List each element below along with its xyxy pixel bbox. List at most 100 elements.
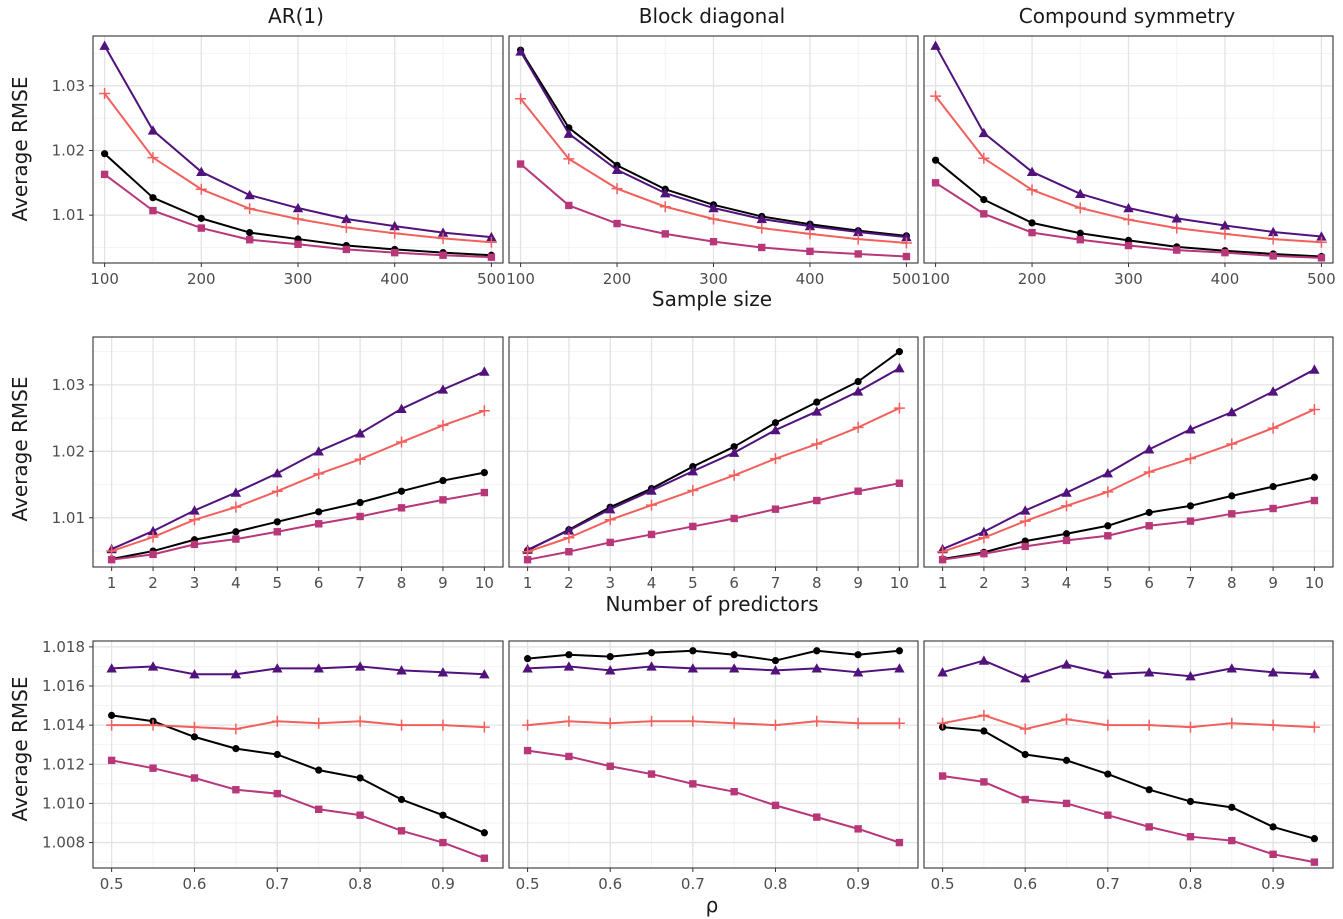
triangle-marker [930,40,941,50]
cross-marker [604,717,616,729]
cross-marker [313,468,325,480]
square-marker [1028,228,1036,237]
series-triangle [106,661,490,679]
square-marker [1021,795,1029,804]
cross-marker [852,421,864,433]
triangle-marker [646,485,657,495]
square-marker [197,224,206,232]
circle-marker [101,150,109,158]
triangle-marker [728,447,740,457]
triangle-marker [437,384,449,394]
cross-marker [478,405,490,417]
series-circle [938,723,1319,843]
triangle-marker [272,468,283,478]
cross-marker [900,237,912,249]
cross-marker [687,485,699,497]
triangle-marker [728,663,740,673]
cross-marker [1267,719,1279,731]
series-square [931,179,1326,262]
x-axis-title-sample-size: Sample size [652,287,772,311]
triangle-marker [522,663,533,673]
y-tick-label: 1.018 [42,638,85,656]
panel-predictors-block-diagonal: 1 2 3 4 5 6 7 8 9 10 [508,336,919,592]
series-line [111,720,485,731]
series-circle [523,348,904,554]
triangle-marker [396,403,407,413]
triangle-marker [1026,166,1038,176]
cross-marker [728,717,740,729]
square-marker [516,160,525,168]
cross-marker [147,152,159,164]
square-marker [1076,236,1084,244]
cross-marker [728,469,740,481]
series-line [942,659,1315,680]
cross-marker [937,717,949,729]
cross-marker [563,715,575,727]
cross-marker [437,232,449,244]
cross-marker [1184,453,1196,465]
cross-marker [1267,233,1279,245]
circle-marker [1062,530,1071,538]
square-marker [190,774,199,782]
square-marker [1317,254,1326,262]
cross-marker [1143,466,1155,478]
series-line [527,720,900,727]
triangle-marker [244,189,255,200]
series-line [527,407,900,553]
triangle-marker [437,667,449,677]
series-line [111,759,485,860]
series-cross [515,93,912,249]
series-triangle [515,46,912,242]
panel-border [923,336,1334,568]
square-marker [107,756,116,765]
triangle-marker [1143,667,1155,677]
cross-marker [522,719,534,731]
cross-marker [852,717,864,729]
triangle-marker [937,667,948,677]
series-cross [522,715,905,731]
x-tick-label: 0.7 [681,875,705,893]
y-tick-label: 1.014 [42,716,85,734]
x-tick-label: 0.9 [1261,875,1285,893]
series-circle [523,647,904,665]
x-tick-label: 400 [1211,270,1240,288]
square-marker [854,825,862,833]
series-cross [106,405,490,557]
series-line [527,350,900,552]
square-marker [980,550,988,558]
series-line [527,665,900,674]
series-line [111,471,485,561]
square-marker [356,811,364,819]
triangle-marker [687,663,699,673]
series-line [942,499,1315,561]
x-tick-label: 3 [190,574,200,592]
triangle-marker [811,663,822,673]
x-tick-label: 200 [603,270,632,288]
triangle-marker [1171,213,1182,223]
square-marker [149,550,157,559]
circle-marker [1062,756,1071,764]
triangle-marker [313,663,324,673]
x-tick-label: 0.5 [100,875,124,893]
x-tick-label: 8 [812,574,822,592]
cross-marker [1226,438,1238,450]
square-marker [1173,246,1181,254]
square-marker [1228,836,1236,845]
cross-marker [1267,422,1279,434]
cross-marker [99,88,111,100]
circle-marker [771,419,780,427]
triangle-marker [189,505,200,515]
y-tick-label: 1.010 [42,794,85,812]
x-tick-label: 500 [477,270,506,288]
circle-marker [565,651,573,659]
facet-label-block-diagonal: Block diagonal [639,4,785,28]
cross-marker [646,499,658,511]
circle-marker [689,647,697,655]
cross-marker [1308,403,1320,415]
square-marker [647,770,656,778]
cross-marker [1226,717,1238,729]
cross-marker [769,453,781,465]
series-line [942,775,1315,864]
circle-marker [1104,522,1112,530]
